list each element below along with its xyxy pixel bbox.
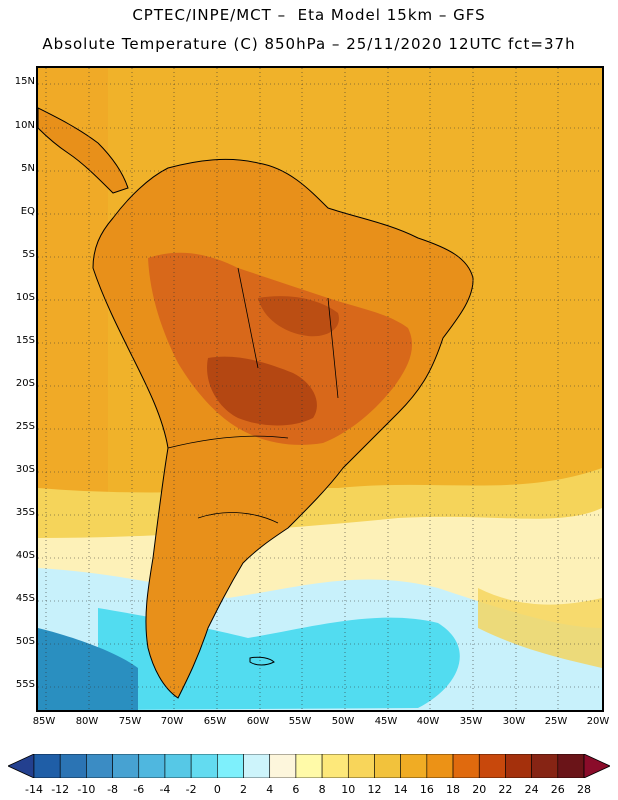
colorbar-cell (400, 754, 428, 778)
colorbar-tick-label: 12 (367, 783, 382, 796)
lat-label: 10S (15, 292, 35, 303)
colorbar-cell (426, 754, 454, 778)
lat-label: 5S (22, 249, 35, 260)
colorbar-tick-label: 24 (524, 783, 539, 796)
land-hottest-region (207, 356, 317, 426)
colorbar-arrow-left (8, 754, 35, 778)
lon-label: 75W (118, 716, 142, 727)
colorbar-cell (478, 754, 506, 778)
lon-label: 35W (459, 716, 483, 727)
colorbar-cell (190, 754, 218, 778)
lon-label: 55W (288, 716, 312, 727)
colorbar-tick-label: 6 (292, 783, 300, 796)
title-line-1: CPTEC/INPE/MCT – Eta Model 15km – GFS (132, 6, 486, 24)
lon-label: 60W (246, 716, 270, 727)
colorbar-tick-label: -14 (25, 783, 43, 796)
colorbar-tick-label: 4 (266, 783, 274, 796)
colorbar-cell (374, 754, 401, 778)
colorbar-tick-label: 26 (550, 783, 565, 796)
map-field (38, 68, 602, 710)
colorbar-cell (557, 754, 585, 778)
colorbar-cell (33, 754, 61, 778)
colorbar-cell (112, 754, 140, 778)
colorbar-cell (164, 754, 192, 778)
lat-label: 15N (14, 76, 35, 87)
lat-label: 45S (15, 593, 35, 604)
colorbar-tick-label: -2 (185, 783, 197, 796)
lon-label: 45W (374, 716, 398, 727)
lon-label: 80W (75, 716, 99, 727)
temperature-colorbar (8, 754, 610, 778)
land-hot-region (148, 252, 413, 445)
lon-label: 50W (331, 716, 355, 727)
lon-label: 85W (32, 716, 56, 727)
title-line-2: Absolute Temperature (C) 850hPa – 25/11/… (42, 35, 576, 53)
colorbar-cell (59, 754, 87, 778)
colorbar-tick-label: 8 (318, 783, 326, 796)
lat-label: 40S (15, 550, 35, 561)
colorbar-tick-label: -8 (107, 783, 119, 796)
colorbar-tick-label: -4 (159, 783, 171, 796)
lat-label: 15S (15, 335, 35, 346)
colorbar-tick-label: -10 (77, 783, 96, 796)
lat-label: 5N (21, 163, 35, 174)
central-america-land (38, 107, 129, 194)
lat-label: 35S (15, 507, 35, 518)
colorbar-cell (531, 754, 559, 778)
colorbar-tick-label: 28 (577, 783, 591, 796)
colorbar-tick-label: 18 (446, 783, 461, 796)
lon-label: 30W (502, 716, 526, 727)
temperature-map (36, 66, 604, 712)
colorbar-cell (269, 754, 297, 778)
colorbar-tick-label: -12 (51, 783, 70, 796)
lon-label: 25W (544, 716, 568, 727)
lat-label: 55S (15, 679, 35, 690)
lat-label: EQ (20, 206, 35, 217)
colorbar-tick-label: 2 (240, 783, 248, 796)
colorbar-tick-label: 14 (393, 783, 408, 796)
colorbar-cell (452, 754, 480, 778)
colorbar-cell (321, 754, 349, 778)
lat-label: 50S (15, 636, 35, 647)
lon-label: 65W (203, 716, 227, 727)
coldest-band (38, 628, 138, 710)
colorbar-cell (86, 754, 113, 778)
colorbar-tick-label: -6 (133, 783, 145, 796)
lat-label: 10N (14, 120, 35, 131)
lon-label: 40W (416, 716, 440, 727)
lat-label: 30S (15, 464, 35, 475)
lon-label: 70W (160, 716, 184, 727)
colorbar-tick-label: 0 (213, 783, 221, 796)
colorbar-tick-label: 22 (498, 783, 513, 796)
colorbar-tick-label: 10 (341, 783, 356, 796)
colorbar-cell (138, 754, 166, 778)
lat-label: 20S (15, 378, 35, 389)
colorbar-cell (217, 754, 244, 778)
colorbar-arrow-right (583, 754, 610, 778)
colorbar-cell (505, 754, 532, 778)
colorbar-tick-label: 20 (472, 783, 487, 796)
colorbar-cell (243, 754, 271, 778)
colorbar-cell (347, 754, 375, 778)
colorbar-cell (295, 754, 323, 778)
lat-label: 25S (15, 421, 35, 432)
colorbar-tick-label: 16 (419, 783, 434, 796)
lon-label: 20W (586, 716, 610, 727)
